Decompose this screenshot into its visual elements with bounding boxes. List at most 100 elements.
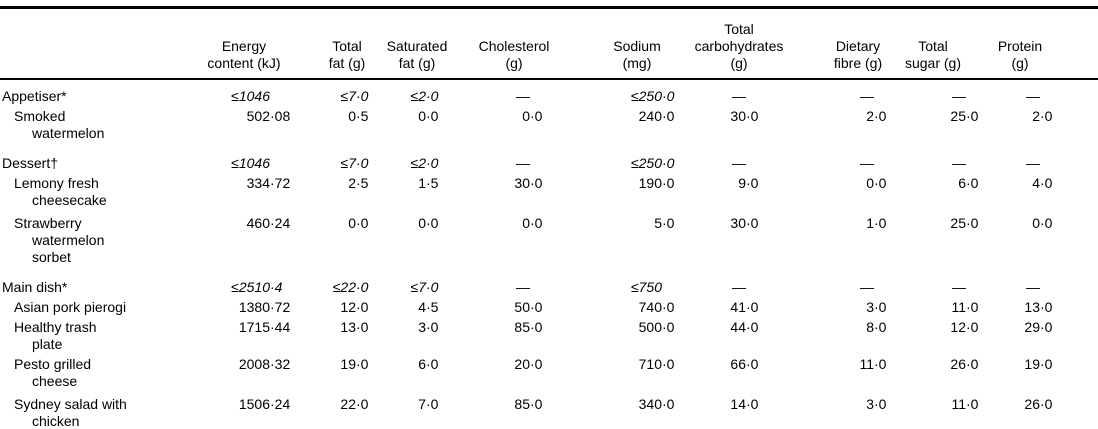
cell-energy: ≤1046 <box>231 88 270 104</box>
table-row-dessert: Dessert† ≤1046 ≤7·0 ≤2·0 — ≤250·0 — — — … <box>0 147 1098 174</box>
cell-energy: ≤1046 <box>231 155 270 171</box>
cell-saturated-fat: 3·0 <box>418 319 439 335</box>
row-label: Smoked watermelon <box>14 108 105 141</box>
table-row-lemony-fresh-cheesecake: Lemony fresh cheesecake 334·72 2·5 1·5 3… <box>0 174 1098 214</box>
cell-total-fat: ≤7·0 <box>340 88 369 104</box>
header-row: Energy content (kJ) Total fat (g) Satura… <box>0 8 1098 80</box>
cell-fibre: 3·0 <box>866 396 887 412</box>
cell-carbohydrates: 30·0 <box>730 215 759 231</box>
cell-sugar: 26·0 <box>950 356 979 372</box>
cell-fibre: 1·0 <box>866 215 887 231</box>
cell-saturated-fat: ≤2·0 <box>410 155 439 171</box>
column-header-total-carbohydrates: Total carbohydrates (g) <box>694 21 784 71</box>
cell-sugar: — <box>952 155 966 171</box>
cell-sodium: 190·0 <box>638 175 675 191</box>
row-label: Lemony fresh cheesecake <box>14 175 107 208</box>
column-header-saturated-fat: Saturated fat (g) <box>386 38 448 71</box>
column-header-sodium: Sodium (mg) <box>613 38 661 71</box>
cell-protein: 29·0 <box>1024 319 1053 335</box>
cell-total-fat: ≤7·0 <box>340 155 369 171</box>
cell-cholesterol: 85·0 <box>514 319 543 335</box>
cell-sodium: 500·0 <box>638 319 675 335</box>
cell-total-fat: 2·5 <box>348 175 369 191</box>
cell-carbohydrates: — <box>732 279 746 295</box>
cell-saturated-fat: ≤2·0 <box>410 88 439 104</box>
cell-protein: — <box>1026 155 1040 171</box>
cell-sugar: 12·0 <box>950 319 979 335</box>
table-row-healthy-trash-plate: Healthy trash plate 1715·44 13·0 3·0 85·… <box>0 318 1098 355</box>
cell-total-fat: 0·0 <box>348 215 369 231</box>
cell-total-fat: 22·0 <box>340 396 369 412</box>
column-header-cholesterol: Cholesterol (g) <box>478 38 550 71</box>
cell-total-fat: 13·0 <box>340 319 369 335</box>
cell-carbohydrates: 14·0 <box>730 396 759 412</box>
row-label: Healthy trash plate <box>14 319 97 352</box>
cell-cholesterol: 30·0 <box>514 175 543 191</box>
cell-cholesterol: — <box>516 88 530 104</box>
cell-energy: ≤2510·4 <box>231 279 283 295</box>
cell-cholesterol: 0·0 <box>522 215 543 231</box>
row-label: Asian pork pierogi <box>14 299 127 315</box>
cell-energy: 2008·32 <box>238 356 291 372</box>
row-label: Pesto grilled cheese <box>14 356 92 389</box>
cell-sugar: 25·0 <box>950 215 979 231</box>
table-row-main-dish: Main dish* ≤2510·4 ≤22·0 ≤7·0 — ≤750 — —… <box>0 271 1098 298</box>
cell-total-fat: 0·5 <box>348 108 369 124</box>
cell-sugar: — <box>952 88 966 104</box>
cell-energy: 502·08 <box>246 108 291 124</box>
cell-protein: — <box>1026 279 1040 295</box>
column-header-dietary-fibre: Dietary fibre (g) <box>833 38 883 71</box>
row-label: Sydney salad with chicken <box>14 396 127 429</box>
row-label: Appetiser* <box>2 88 67 104</box>
row-label: Strawberry watermelon sorbet <box>14 215 105 265</box>
cell-sugar: 11·0 <box>951 299 979 315</box>
table-row-appetiser: Appetiser* ≤1046 ≤7·0 ≤2·0 — ≤250·0 — — … <box>0 79 1098 107</box>
cell-sugar: — <box>952 279 966 295</box>
cell-energy: 1715·44 <box>238 319 291 335</box>
column-header-total-sugar: Total sugar (g) <box>904 38 962 71</box>
cell-energy: 1380·72 <box>238 299 291 315</box>
cell-saturated-fat: 0·0 <box>418 108 439 124</box>
cell-carbohydrates: — <box>732 155 746 171</box>
cell-cholesterol: 85·0 <box>514 396 543 412</box>
cell-total-fat: 12·0 <box>340 299 369 315</box>
cell-sugar: 25·0 <box>950 108 979 124</box>
table-row-sydney-salad-with-chicken: Sydney salad with chicken 1506·24 22·0 7… <box>0 395 1098 429</box>
cell-cholesterol: 20·0 <box>514 356 543 372</box>
cell-saturated-fat: 7·0 <box>418 396 439 412</box>
cell-carbohydrates: 41·0 <box>730 299 759 315</box>
cell-cholesterol: 50·0 <box>514 299 543 315</box>
table-row-strawberry-watermelon-sorbet: Strawberry watermelon sorbet 460·24 0·0 … <box>0 214 1098 271</box>
cell-cholesterol: — <box>516 279 530 295</box>
cell-fibre: — <box>860 88 874 104</box>
cell-sodium: 5·0 <box>654 215 675 231</box>
cell-sugar: 6·0 <box>958 175 979 191</box>
cell-protein: 2·0 <box>1032 108 1053 124</box>
cell-sodium: 740·0 <box>638 299 675 315</box>
cell-saturated-fat: 1·5 <box>418 175 439 191</box>
cell-protein: 4·0 <box>1032 175 1053 191</box>
column-header-total-fat: Total fat (g) <box>328 38 366 71</box>
cell-energy: 460·24 <box>246 215 291 231</box>
cell-protein: 0·0 <box>1032 215 1053 231</box>
cell-fibre: 0·0 <box>866 175 887 191</box>
column-header-empty <box>0 8 192 80</box>
cell-carbohydrates: 44·0 <box>730 319 759 335</box>
cell-energy: 334·72 <box>246 175 291 191</box>
cell-sodium: 240·0 <box>638 108 675 124</box>
cell-carbohydrates: — <box>732 88 746 104</box>
cell-fibre: 3·0 <box>866 299 887 315</box>
column-header-energy-content: Energy content (kJ) <box>207 38 281 71</box>
cell-fibre: 11·0 <box>859 356 887 372</box>
cell-fibre: 2·0 <box>866 108 887 124</box>
cell-fibre: — <box>860 155 874 171</box>
column-header-protein: Protein (g) <box>997 38 1043 71</box>
cell-sugar: 11·0 <box>951 396 979 412</box>
cell-saturated-fat: ≤7·0 <box>410 279 439 295</box>
cell-cholesterol: — <box>516 155 530 171</box>
table-row-asian-pork-pierogi: Asian pork pierogi 1380·72 12·0 4·5 50·0… <box>0 298 1098 318</box>
cell-energy: 1506·24 <box>238 396 291 412</box>
cell-sodium: ≤250·0 <box>630 155 675 171</box>
cell-carbohydrates: 30·0 <box>730 108 759 124</box>
table-row-pesto-grilled-cheese: Pesto grilled cheese 2008·32 19·0 6·0 20… <box>0 355 1098 395</box>
